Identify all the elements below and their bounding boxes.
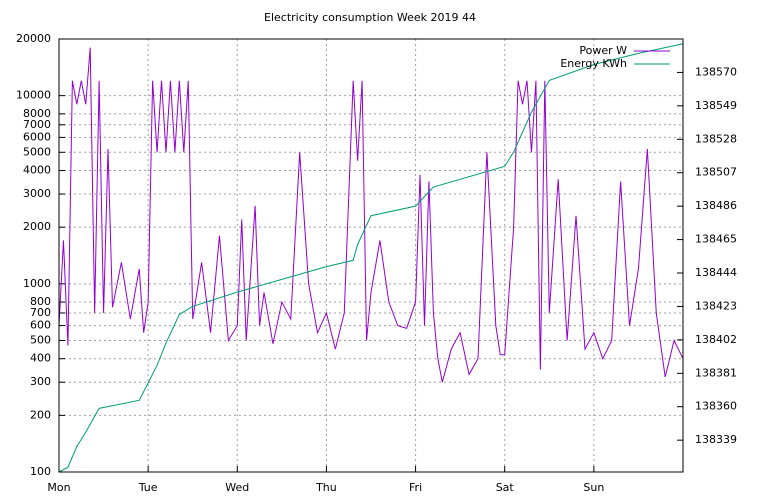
- y2-tick-label: 138486: [695, 199, 737, 212]
- y2-tick-label: 138528: [695, 132, 737, 145]
- data-line: [58, 47, 684, 383]
- y2-tick-label: 138339: [695, 433, 737, 446]
- y-tick-label: 600: [30, 319, 51, 332]
- y2-tick-label: 138570: [695, 65, 737, 78]
- data-line: [58, 43, 684, 473]
- y2-tick-label: 138402: [695, 333, 737, 346]
- x-tick-label: Sat: [496, 481, 515, 494]
- x-tick-label: Fri: [409, 481, 422, 494]
- y2-tick-label: 138507: [695, 166, 737, 179]
- y2-tick-label: 138423: [695, 299, 737, 312]
- y-tick-label: 700: [30, 306, 51, 319]
- y-tick-label: 300: [30, 375, 51, 388]
- y2-tick-label: 138360: [695, 400, 737, 413]
- y-tick-label: 4000: [23, 164, 51, 177]
- y-tick-label: 7000: [23, 118, 51, 131]
- y-tick-label: 5000: [23, 145, 51, 158]
- x-tick-label: Wed: [225, 481, 249, 494]
- y2-tick-label: 138549: [695, 99, 737, 112]
- y-tick-label: 3000: [23, 187, 51, 200]
- x-tick-label: Tue: [138, 481, 158, 494]
- y2-tick-label: 138444: [695, 266, 737, 279]
- x-tick-label: Sun: [583, 481, 604, 494]
- y-tick-label: 200: [30, 408, 51, 421]
- y-tick-label: 8000: [23, 107, 51, 120]
- y-tick-label: 400: [30, 352, 51, 365]
- y-tick-label: 10000: [16, 89, 51, 102]
- y-tick-label: 6000: [23, 130, 51, 143]
- legend-label: Power W: [579, 44, 627, 57]
- x-tick-label: Mon: [47, 481, 70, 494]
- y-tick-label: 1000: [23, 277, 51, 290]
- y2-tick-label: 138465: [695, 233, 737, 246]
- y2-tick-label: 138381: [695, 366, 737, 379]
- y-tick-label: 800: [30, 295, 51, 308]
- x-tick-label: Thu: [315, 481, 337, 494]
- y-tick-label: 20000: [16, 32, 51, 45]
- y-tick-label: 100: [30, 465, 51, 478]
- chart-title: Electricity consumption Week 2019 44: [264, 11, 476, 24]
- legend-label: Energy KWh: [560, 57, 627, 70]
- plot-border: [58, 38, 684, 473]
- y-tick-label: 500: [30, 333, 51, 346]
- y-tick-label: 2000: [23, 220, 51, 233]
